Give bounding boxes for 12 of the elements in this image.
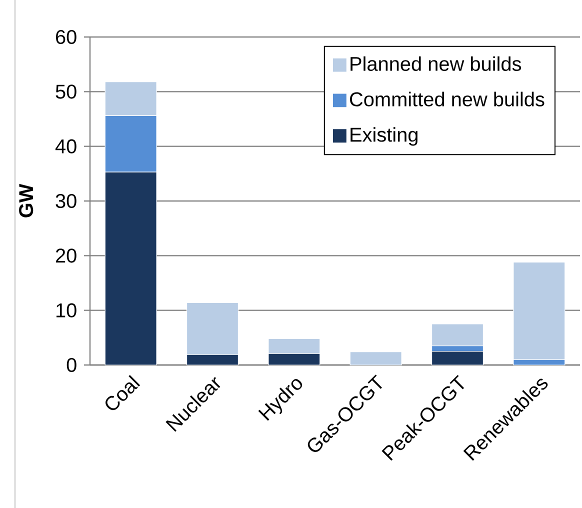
y-tick-label: 50	[56, 84, 76, 99]
y-tick-label: 40	[55, 139, 76, 154]
y-tick-label: 10	[56, 303, 76, 318]
legend-label: Planned new builds	[350, 56, 522, 71]
y-tick-label: 20	[56, 248, 76, 263]
legend-label: Committed new builds	[350, 92, 544, 106]
bar	[350, 352, 402, 366]
legend-label: Existing	[350, 127, 418, 146]
y-tick-label: 60	[56, 30, 76, 44]
y-tick-label: 30	[56, 194, 76, 208]
y-axis-title: GW	[19, 184, 34, 218]
y-tick-label: 0	[66, 358, 76, 372]
